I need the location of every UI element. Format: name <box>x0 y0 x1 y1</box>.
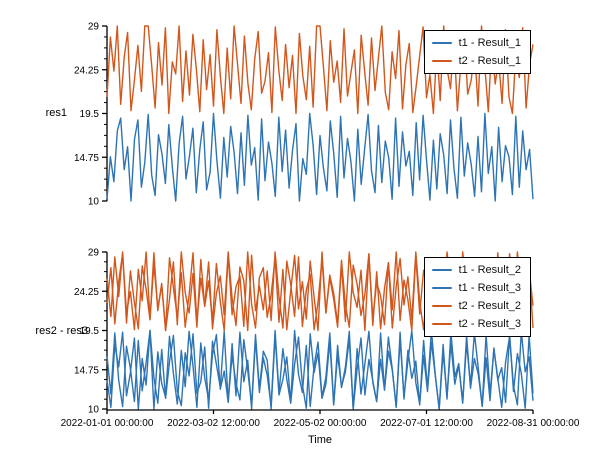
legend-entry: t2 - Result_1 <box>431 53 521 69</box>
legend-entry: t1 - Result_3 <box>431 280 521 296</box>
y-tick-label: 19.5 <box>80 109 100 120</box>
x-tick-label: 2022-01-01 00:00:00 <box>61 418 154 429</box>
legend-line-swatch-icon <box>431 286 452 290</box>
x-tick-label: 2022-05-02 00:00:00 <box>274 418 367 429</box>
series-line <box>106 329 534 410</box>
y-tick-label: 14.75 <box>74 365 99 376</box>
y-tick-label: 19.5 <box>80 326 100 337</box>
x-tick-label: 2022-08-31 00:00:00 <box>487 418 580 429</box>
y-tick-label: 24.25 <box>74 65 99 76</box>
y-tick-label: 29 <box>88 22 100 33</box>
y-axis-title-top: res1 <box>45 107 67 119</box>
legend-line-swatch-icon <box>431 304 452 308</box>
x-tick-label: 2022-03-02 12:00:00 <box>167 418 260 429</box>
legend-entry-label: t1 - Result_1 <box>458 37 521 49</box>
legend-line-swatch-icon <box>431 268 452 272</box>
legend-line-swatch-icon <box>431 59 452 63</box>
legend-entry-label: t2 - Result_1 <box>458 55 521 67</box>
y-tick-label: 24.25 <box>74 287 99 298</box>
series-line <box>106 112 534 202</box>
legend-line-swatch-icon <box>431 322 452 326</box>
y-tick-label: 10 <box>88 197 100 208</box>
y-tick-label: 14.75 <box>74 153 99 164</box>
legend-entry-label: t2 - Result_3 <box>458 318 521 330</box>
legend-entry-label: t1 - Result_3 <box>458 282 521 294</box>
legend-entry-label: t2 - Result_2 <box>458 300 521 312</box>
y-tick-label: 10 <box>88 405 100 416</box>
legend-entry: t1 - Result_1 <box>431 35 521 51</box>
legend-entry: t2 - Result_2 <box>431 298 521 314</box>
legend-box: t1 - Result_1 t2 - Result_1 <box>423 30 531 74</box>
y-tick-label: 29 <box>88 248 100 259</box>
legend-entry-label: t1 - Result_2 <box>458 264 521 276</box>
legend-line-swatch-icon <box>431 41 452 45</box>
legend-entry: t1 - Result_2 <box>431 262 521 278</box>
x-axis-title: Time <box>307 434 333 446</box>
x-tick-label: 2022-07-01 12:00:00 <box>380 418 473 429</box>
y-axis-title-bottom: res2 - res3 <box>35 325 88 337</box>
legend-entry: t2 - Result_3 <box>431 316 521 332</box>
